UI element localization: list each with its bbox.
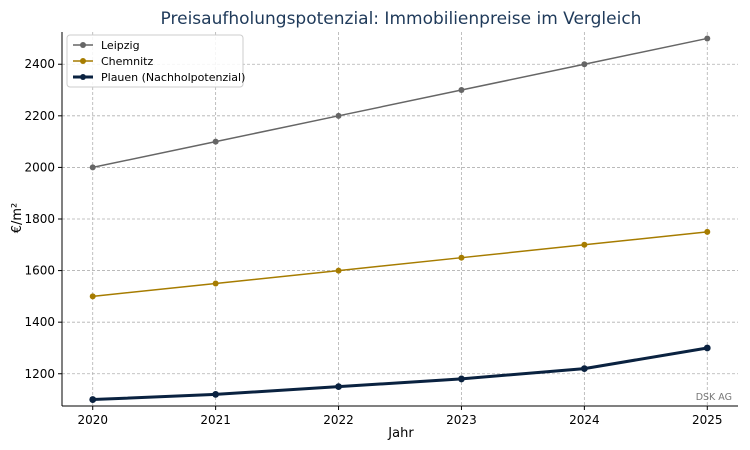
data-point [89,396,97,403]
data-point [581,61,588,68]
series-layer [89,35,711,403]
data-point [212,280,219,287]
watermark-text: DSK AG [696,392,732,403]
y-tick-label: 2400 [24,57,55,71]
gridlines [62,32,738,406]
data-point [704,228,711,235]
x-tick-label: 2025 [692,413,723,427]
legend-entry-label: Plauen (Nachholpotenzial) [101,71,245,84]
series-1 [89,35,711,171]
data-point [212,390,220,398]
y-tick-label: 1200 [24,367,55,381]
data-point [458,254,465,261]
legend: Leipzig Chemnitz Plauen (Nachholpotenzial) [66,34,245,88]
data-point [335,112,342,119]
data-point [335,267,342,274]
x-tick-label: 2024 [569,413,600,427]
legend-entry-label: Chemnitz [101,55,153,68]
series-3 [89,344,711,403]
legend-swatch-marker [80,42,86,48]
data-point [335,383,342,391]
data-point [581,241,588,248]
series-line [92,346,708,402]
x-axis-label: Jahr [387,426,414,441]
y-tick-label: 2000 [24,160,55,174]
x-tick-label: 2021 [200,413,231,427]
data-point [89,293,96,300]
legend-swatch-marker [80,58,86,64]
legend-entry-label: Leipzig [101,39,140,52]
y-tick-label: 1400 [24,315,55,329]
data-point [703,344,711,352]
series-line [92,37,708,169]
legend-swatch-marker [80,74,86,80]
series-2 [89,228,711,300]
y-tick-label: 2200 [24,109,55,123]
x-tick-label: 2020 [77,413,108,427]
data-point [89,164,96,171]
legend-box [66,34,244,88]
data-point [704,35,711,42]
data-point [580,365,588,372]
y-axis-label: €/m² [10,203,25,234]
data-point [458,87,465,94]
x-tick-label: 2022 [323,413,354,427]
y-tick-label: 1600 [24,264,55,278]
x-tick-label: 2023 [446,413,477,427]
y-tick-label: 1800 [24,212,55,226]
chart-title: Preisaufholungspotenzial: Immobilienprei… [161,9,642,29]
axes: 2020 2021 2022 2023 2024 2025 1200 1400 1600 1800… [24,32,738,427]
data-point [458,375,465,383]
series-line [92,231,708,298]
data-point [212,138,219,145]
